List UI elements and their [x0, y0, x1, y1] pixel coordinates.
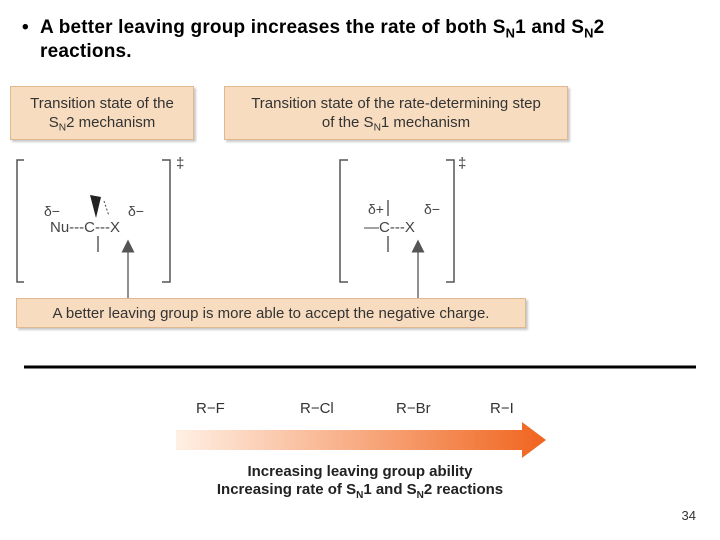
sn2-delta-left: δ− [44, 203, 60, 219]
sn1-delta-left: δ+ [368, 201, 384, 217]
bullet-text: A better leaving group increases the rat… [40, 17, 605, 62]
scale-item-ri: R−I [490, 400, 514, 417]
sn1-transition-label-box: Transition state of the rate-determining… [224, 86, 568, 140]
caption-leaving-group-ability: Increasing leaving group ability [247, 463, 473, 480]
sn1-right-bracket [446, 159, 455, 283]
sn1-box-line1: Transition state of the rate-determining… [251, 95, 541, 112]
note-text: A better leaving group is more able to a… [52, 304, 490, 322]
caption-increasing-rate: Increasing rate of SN1 and SN2 reactions [217, 481, 503, 501]
sn2-wedge-bond [90, 195, 101, 218]
bullet-marker: • [22, 17, 29, 38]
scale-item-rf: R−F [196, 400, 225, 417]
sn2-box-line2: SN2 mechanism [48, 114, 156, 134]
sn2-left-bracket [16, 159, 24, 283]
sn2-delta-right: δ− [128, 203, 144, 219]
sn2-box-line1: Transition state of the [30, 95, 174, 112]
negative-charge-note-box: A better leaving group is more able to a… [16, 298, 526, 328]
page-number: 34 [681, 508, 696, 523]
sn1-box-line2: of the SN1 mechanism [321, 114, 471, 134]
increasing-gradient-arrow [176, 422, 546, 458]
sn1-left-bracket [339, 159, 348, 283]
sn2-hash-bond [103, 200, 110, 217]
sn2-transition-label-box: Transition state of the SN2 mechanism [10, 86, 194, 140]
sn1-delta-right: δ− [424, 201, 440, 217]
scale-item-rcl: R−Cl [300, 400, 334, 417]
sn2-right-bracket [162, 159, 171, 283]
sn1-dagger: ‡ [458, 155, 466, 172]
sn2-dagger: ‡ [176, 155, 184, 172]
sn2-formula: Nu---C---X [50, 219, 120, 236]
sn1-formula: —C---X [364, 219, 415, 236]
scale-item-rbr: R−Br [396, 400, 431, 417]
